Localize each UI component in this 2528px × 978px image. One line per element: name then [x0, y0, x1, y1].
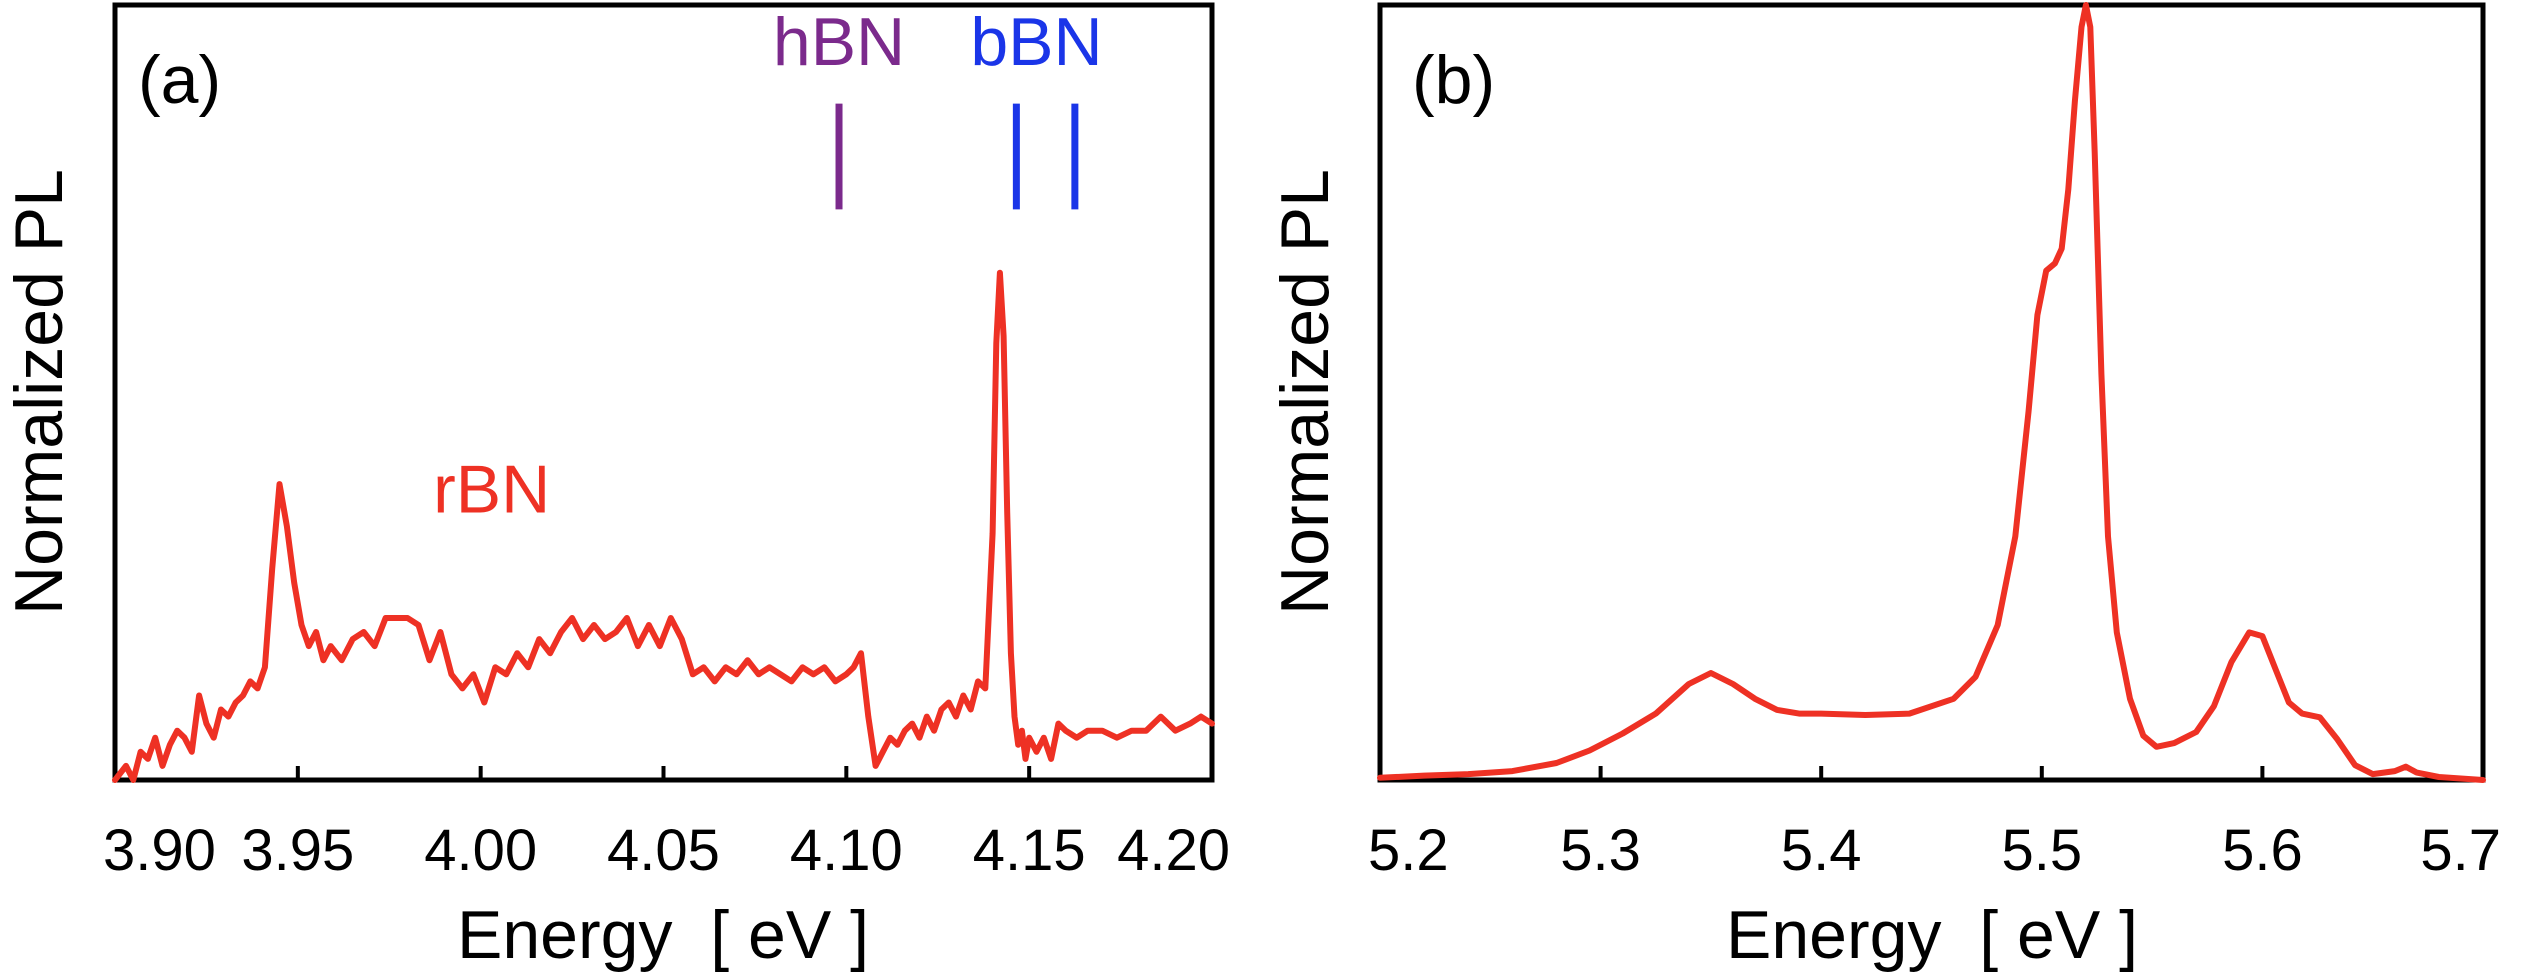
hbn-annotation: hBN [773, 4, 905, 80]
panel-b-x-tick-label: 5.7 [2420, 818, 2501, 883]
panel-a-y-axis-label: Normalized PL [1, 169, 77, 615]
panel-b-x-axis-label: Energy [ eV ] [1726, 897, 2138, 973]
panel-b-x-tick-label: 5.2 [1368, 818, 1449, 883]
panel-a-x-tick-label: 4.05 [607, 818, 720, 883]
panel-b-pl-curve [1377, 2, 2486, 783]
panel-b-x-tick-label: 5.5 [2001, 818, 2082, 883]
panel-a-x-tick-label: 4.15 [973, 818, 1086, 883]
panel-b-frame [1377, 2, 2486, 783]
rbn-annotation: rBN [433, 451, 550, 527]
panel-a-x-tick-label: 4.00 [424, 818, 537, 883]
panel-a-x-tick-label: 3.95 [241, 818, 354, 883]
panel-b-x-tick-label: 5.3 [1560, 818, 1641, 883]
panel-b-x-tick-label: 5.4 [1781, 818, 1862, 883]
panel-a-x-tick-label: 3.90 [103, 818, 216, 883]
panel-b-x-ticks: 5.2 5.3 5.4 5.5 5.6 5.7 [1368, 766, 2501, 883]
panel-a-rbn-curve [112, 269, 1215, 783]
bbn-annotation: bBN [970, 4, 1102, 80]
panel-a-label: (a) [138, 42, 221, 118]
panel-b: 5.2 5.3 5.4 5.5 5.6 5.7 (b) Energy [ eV ] Nor… [1267, 2, 2501, 973]
panel-b-y-axis-label: Normalized PL [1267, 169, 1343, 615]
panel-a-x-tick-label: 4.10 [790, 818, 903, 883]
panel-a-x-tick-label: 4.20 [1117, 818, 1230, 883]
panel-b-x-tick-label: 5.6 [2222, 818, 2303, 883]
panel-a-frame [112, 2, 1215, 783]
panel-a-x-axis-label: Energy [ eV ] [457, 897, 869, 973]
panel-a-markers [835, 103, 1079, 210]
panel-a-x-ticks: 3.90 3.95 4.00 4.05 4.10 4.15 4.20 [103, 766, 1230, 883]
panel-a: 3.90 3.95 4.00 4.05 4.10 4.15 4.20 (a) Energy … [1, 2, 1230, 973]
panel-b-label: (b) [1412, 42, 1495, 118]
